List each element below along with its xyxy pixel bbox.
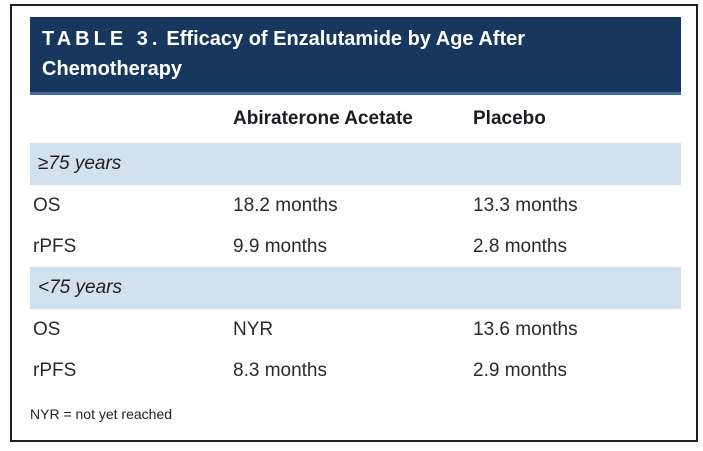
section-label: <75 years bbox=[38, 277, 122, 298]
cell-treatment: NYR bbox=[233, 318, 274, 340]
table-number-label: TABLE 3. bbox=[42, 28, 162, 50]
table-title-text: Efficacy of Enzalutamide by Age After Ch… bbox=[42, 28, 526, 80]
table-frame: TABLE 3. Efficacy of Enzalutamide by Age … bbox=[10, 4, 698, 442]
table-footnote: NYR = not yet reached bbox=[30, 406, 173, 422]
section-band-lt75: <75 years bbox=[30, 267, 681, 309]
row-metric: rPFS bbox=[33, 359, 77, 381]
cell-placebo: 2.9 months bbox=[473, 359, 567, 381]
cell-treatment: 18.2 months bbox=[233, 194, 338, 216]
row-metric: rPFS bbox=[33, 235, 77, 257]
column-header-row: Abiraterone Acetate Placebo bbox=[30, 95, 681, 143]
cell-treatment: 8.3 months bbox=[233, 359, 327, 381]
row-metric: OS bbox=[33, 318, 61, 340]
table-content: TABLE 3. Efficacy of Enzalutamide by Age … bbox=[30, 17, 681, 422]
table-title-bar: TABLE 3. Efficacy of Enzalutamide by Age … bbox=[30, 17, 681, 95]
table-title: TABLE 3. Efficacy of Enzalutamide by Age … bbox=[42, 24, 620, 84]
cell-placebo: 2.8 months bbox=[473, 235, 567, 257]
column-header-treatment: Abiraterone Acetate bbox=[233, 108, 413, 129]
column-header-placebo: Placebo bbox=[473, 108, 546, 129]
section-label: ≥75 years bbox=[38, 153, 122, 174]
row-metric: OS bbox=[33, 194, 61, 216]
table-row: rPFS 8.3 months 2.9 months bbox=[30, 350, 681, 391]
section-band-ge75: ≥75 years bbox=[30, 143, 681, 185]
table-row: OS 18.2 months 13.3 months bbox=[30, 185, 681, 226]
cell-placebo: 13.3 months bbox=[473, 194, 578, 216]
cell-placebo: 13.6 months bbox=[473, 318, 578, 340]
table-row: OS NYR 13.6 months bbox=[30, 309, 681, 350]
table-row: rPFS 9.9 months 2.8 months bbox=[30, 226, 681, 267]
cell-treatment: 9.9 months bbox=[233, 235, 327, 257]
